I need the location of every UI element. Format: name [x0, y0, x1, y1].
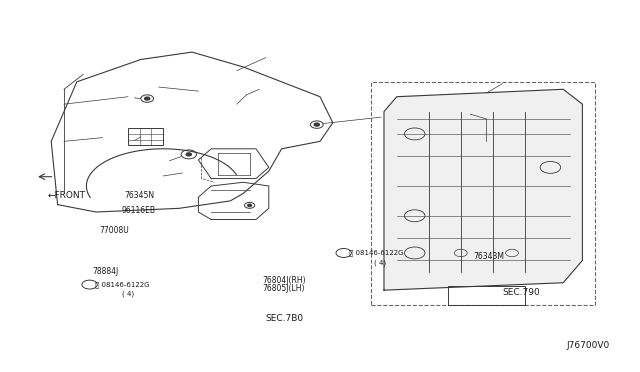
Text: 96116EB: 96116EB: [122, 206, 156, 215]
Polygon shape: [384, 89, 582, 290]
Text: ( 4): ( 4): [122, 291, 134, 297]
Text: Ⓑ 08146-6122G: Ⓑ 08146-6122G: [349, 250, 403, 256]
Text: 78884J: 78884J: [93, 267, 119, 276]
Text: Ⓑ 08146-6122G: Ⓑ 08146-6122G: [95, 281, 149, 288]
Text: 76805J(LH): 76805J(LH): [262, 284, 305, 293]
Bar: [371, 82, 595, 305]
Bar: [128, 128, 163, 145]
Text: 77008U: 77008U: [99, 226, 129, 235]
Circle shape: [248, 204, 252, 206]
Text: J76700V0: J76700V0: [566, 341, 610, 350]
Text: 76343M: 76343M: [474, 252, 504, 261]
Text: SEC.790: SEC.790: [502, 288, 540, 296]
Text: ←FRONT: ←FRONT: [48, 191, 86, 200]
Text: SEC.7B0: SEC.7B0: [266, 314, 304, 323]
Circle shape: [314, 123, 319, 126]
Circle shape: [186, 153, 191, 156]
Text: 76804J(RH): 76804J(RH): [262, 276, 306, 285]
Circle shape: [145, 97, 150, 100]
Text: 76345N: 76345N: [125, 191, 155, 200]
Text: ( 4): ( 4): [374, 259, 387, 266]
